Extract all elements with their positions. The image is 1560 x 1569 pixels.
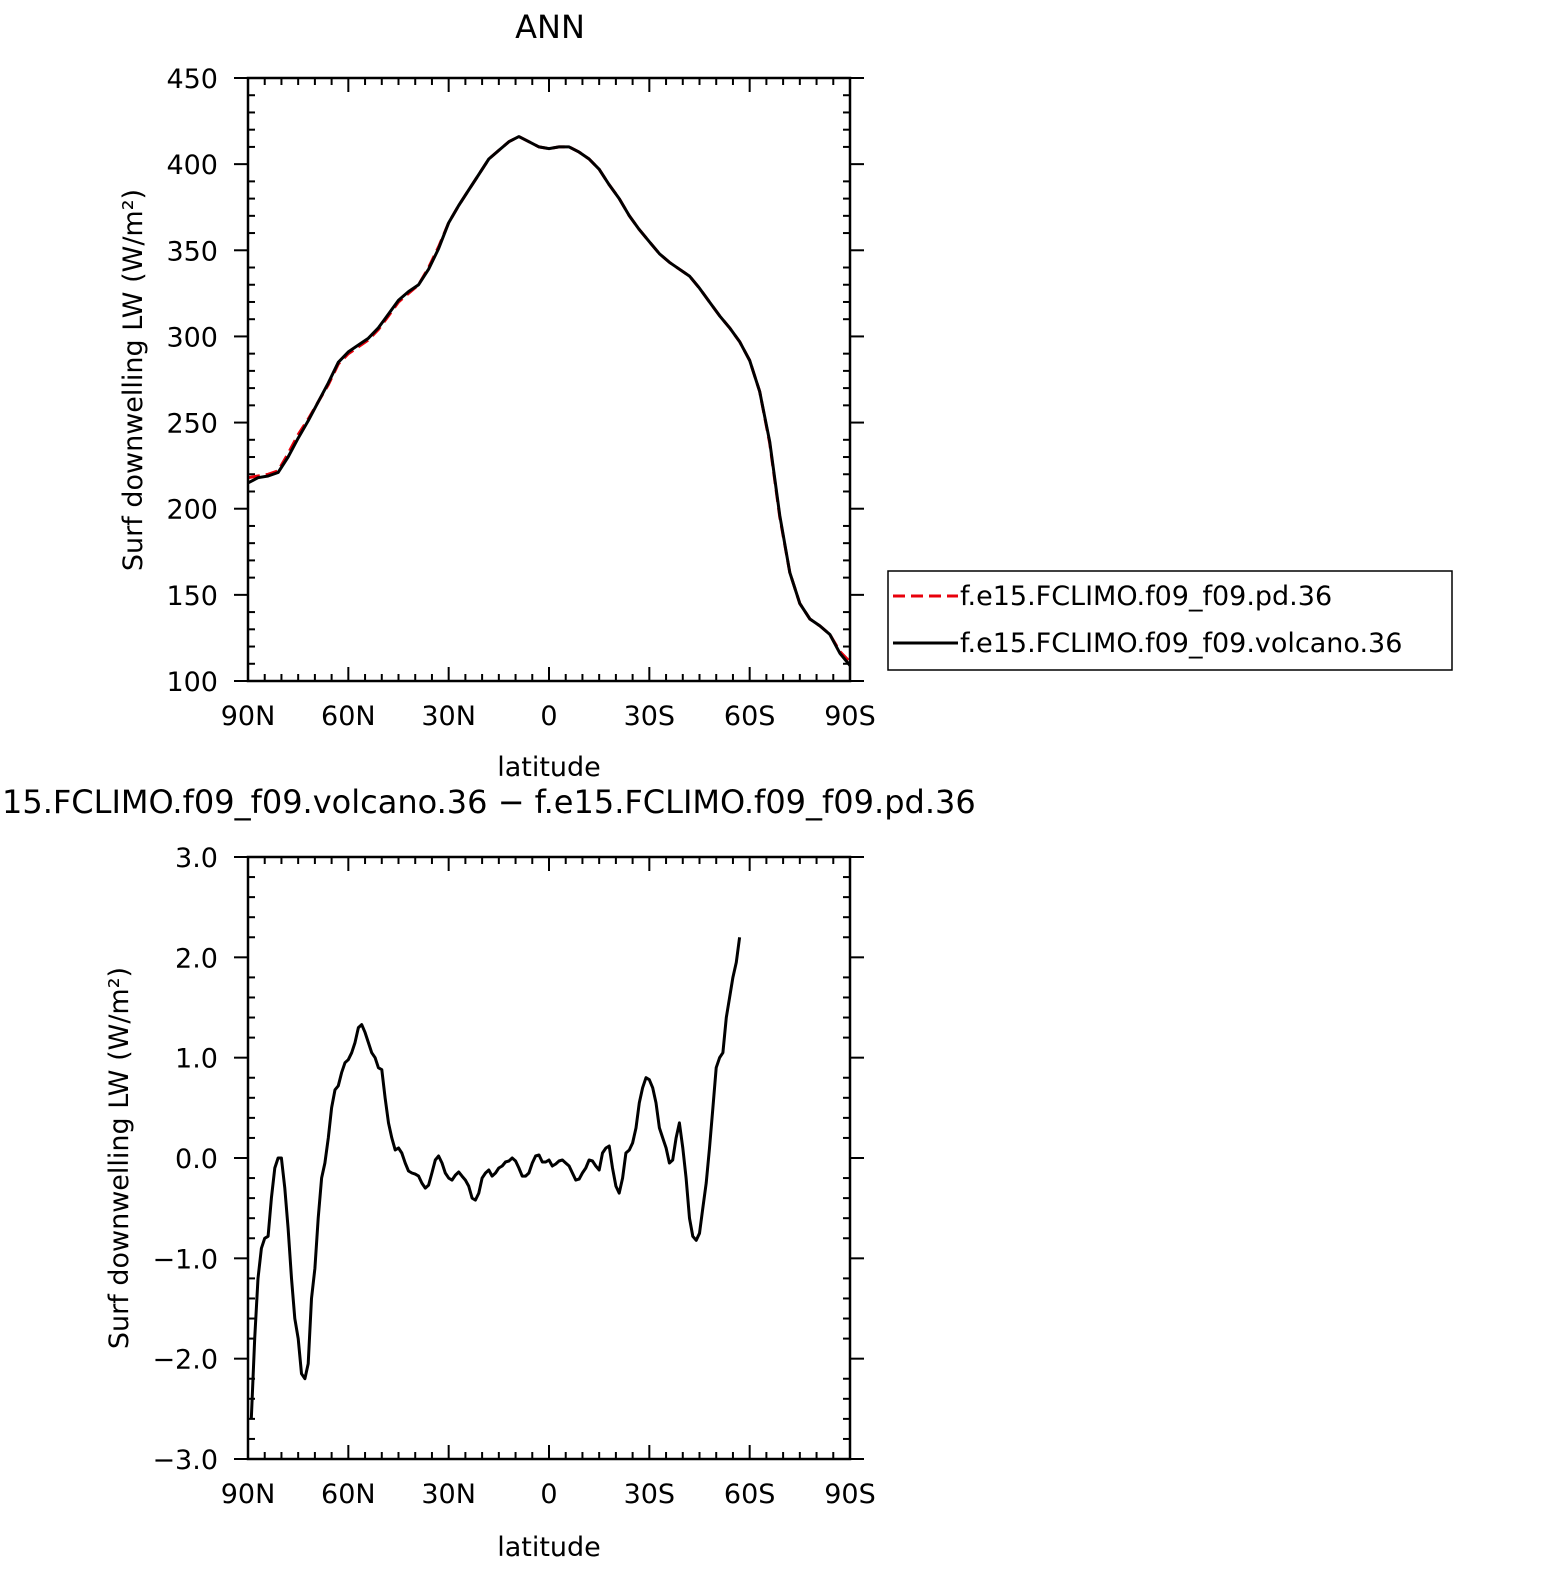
y-tick-label-200: 200 xyxy=(166,495,218,526)
difference-panel: 15.FCLIMO.f09_f09.volcano.36 − f.e15.FCL… xyxy=(2,783,976,1563)
y-tick-label-0-0: 0.0 xyxy=(175,1144,218,1175)
y-tick-label-100: 100 xyxy=(166,667,218,698)
y-tick-label-300: 300 xyxy=(166,322,218,353)
x-tick-label-90N: 90N xyxy=(221,1479,276,1510)
y-tick-label-250: 250 xyxy=(166,409,218,440)
x-axis-label: latitude xyxy=(497,1532,601,1563)
y-axis-label: Surf downwelling LW (W/m²) xyxy=(104,967,135,1349)
y-tick-label-450: 450 xyxy=(166,64,218,95)
x-tick-label-30N: 30N xyxy=(421,1479,476,1510)
axis-tick-labels: 90N 60N 30N 0 30S 60S 90S 100 150 200 250 300 350 400… xyxy=(166,64,875,732)
series-lines xyxy=(249,937,742,1419)
legend-box xyxy=(887,570,1453,671)
legend-label-volcano: f.e15.FCLIMO.f09_f09.volcano.36 xyxy=(960,628,1402,659)
axis-ticks xyxy=(234,856,864,1460)
x-tick-label-0: 0 xyxy=(540,1479,557,1510)
y-tick-label-150: 150 xyxy=(166,581,218,612)
chart-title: ANN xyxy=(515,8,585,46)
y-tick-label-350: 350 xyxy=(166,236,218,267)
x-tick-label-90S: 90S xyxy=(824,701,876,732)
x-tick-label-0: 0 xyxy=(540,701,557,732)
annual-mean-panel: ANN Surf downwelling LW (W/m²) latitude … xyxy=(118,8,1453,783)
series-lines xyxy=(247,135,852,667)
y-tick-label-1-0: −1.0 xyxy=(152,1244,218,1275)
y-axis-label: Surf downwelling LW (W/m²) xyxy=(118,189,149,571)
x-tick-label-90N: 90N xyxy=(221,701,276,732)
legend: f.e15.FCLIMO.f09_f09.pd.36 f.e15.FCLIMO.… xyxy=(887,570,1453,671)
plot-frame xyxy=(246,855,852,1461)
x-tick-label-90S: 90S xyxy=(824,1479,876,1510)
y-tick-label-3-0: −3.0 xyxy=(152,1445,218,1476)
series-line-1 xyxy=(249,937,742,1419)
series-line-f-e15-FCLIMO-f09-f09-pd-36 xyxy=(247,135,852,664)
y-tick-label-2-0: 2.0 xyxy=(175,943,218,974)
y-tick-label-400: 400 xyxy=(166,150,218,181)
y-tick-label-3-0: 3.0 xyxy=(175,843,218,874)
x-tick-label-60N: 60N xyxy=(321,701,376,732)
x-tick-label-30S: 30S xyxy=(624,1479,676,1510)
x-tick-label-60N: 60N xyxy=(321,1479,376,1510)
y-tick-label-2-0: −2.0 xyxy=(152,1345,218,1376)
series-line-f-e15-FCLIMO-f09-f09-volcano-36 xyxy=(247,135,852,667)
x-tick-label-60S: 60S xyxy=(724,701,776,732)
x-axis-label: latitude xyxy=(497,752,601,783)
chart-title: 15.FCLIMO.f09_f09.volcano.36 − f.e15.FCL… xyxy=(2,783,976,821)
plot-frame xyxy=(246,76,852,683)
x-tick-label-30S: 30S xyxy=(624,701,676,732)
legend-label-pd: f.e15.FCLIMO.f09_f09.pd.36 xyxy=(960,581,1332,612)
x-tick-label-30N: 30N xyxy=(421,701,476,732)
axis-tick-labels: 90N 60N 30N 0 30S 60S 90S −3.0 −2.0 −1.0 0.0 1.0 2.0… xyxy=(152,843,875,1510)
x-tick-label-60S: 60S xyxy=(724,1479,776,1510)
y-tick-label-1-0: 1.0 xyxy=(175,1044,218,1075)
